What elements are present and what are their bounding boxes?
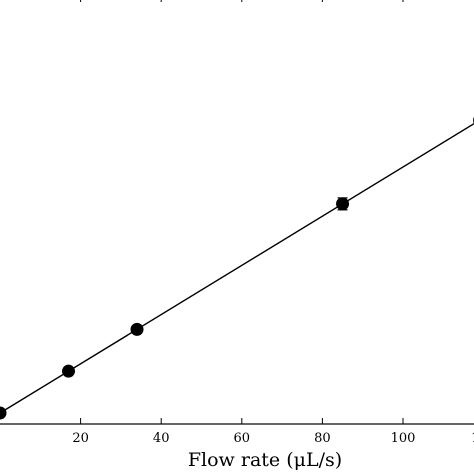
x-tick-label: 120 (471, 431, 474, 446)
x-axis-title: Flow rate (μL/s) (188, 449, 342, 471)
x-tick-label: 40 (153, 431, 170, 446)
x-tick-label: 20 (72, 431, 89, 446)
x-tick-label: 60 (234, 431, 251, 446)
plot-area: 20 40 60 80 100 120 (0, 0, 474, 446)
x-tick-label: 80 (314, 431, 331, 446)
data-point (62, 364, 76, 378)
x-tick-label: 100 (391, 431, 416, 446)
data-point (336, 197, 350, 211)
data-point (130, 322, 144, 336)
fit-line (0, 122, 474, 414)
axes-frame (0, 423, 474, 425)
data-point (0, 406, 7, 420)
